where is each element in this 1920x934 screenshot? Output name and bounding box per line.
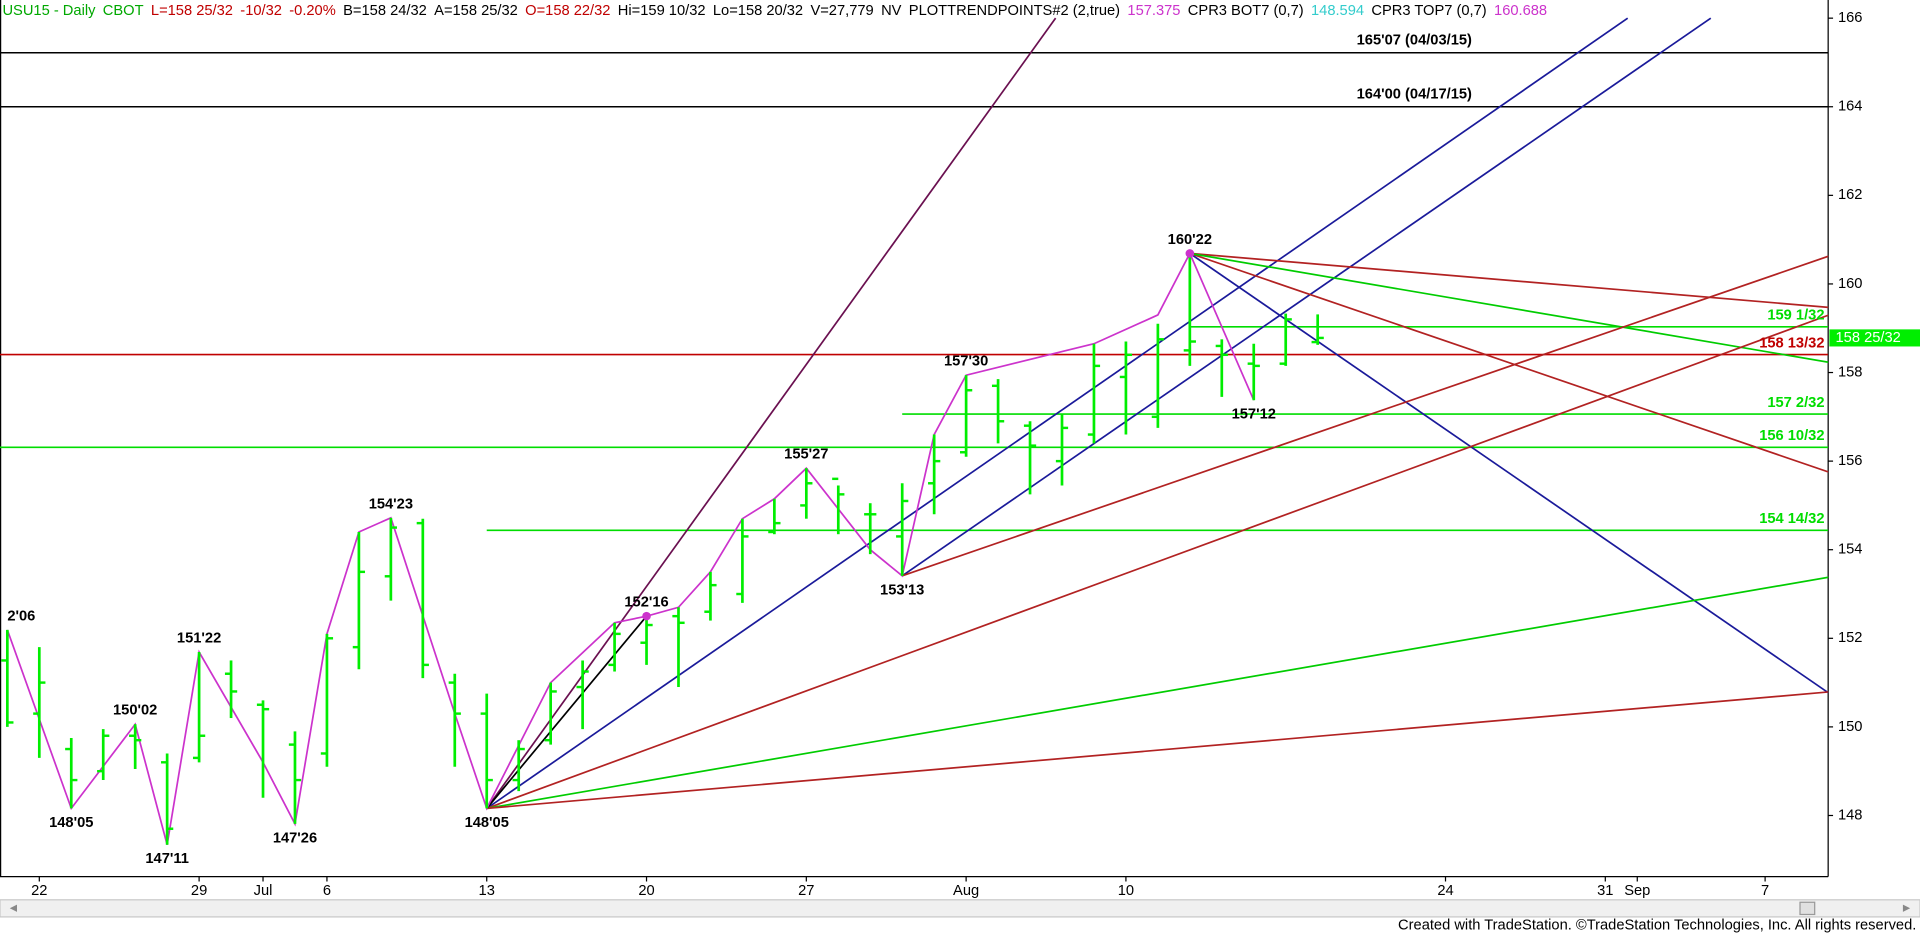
pivot-label: 160'22	[1168, 232, 1212, 248]
x-tick-label: 24	[1437, 883, 1453, 899]
pivot-label: 157'30	[944, 354, 988, 370]
pivot-label: 154'23	[369, 496, 413, 512]
y-tick-label: 164	[1838, 99, 1863, 115]
trend-line	[1189, 252, 1829, 473]
x-tick-label: 7	[1761, 883, 1769, 899]
last-price-label: 158 25/32	[1836, 330, 1901, 346]
trend-line	[1189, 252, 1829, 694]
pivot-label: 147'26	[273, 830, 317, 846]
plot-area	[0, 17, 1829, 845]
header-field: 157.375	[1127, 3, 1180, 19]
level-label: 164'00 (04/17/15)	[1357, 86, 1472, 102]
pivot-label: 151'22	[177, 630, 221, 646]
trend-line	[1189, 252, 1829, 309]
trend-line	[1189, 252, 1829, 364]
header-field: B=158 24/32	[343, 3, 427, 19]
x-tick-label: 6	[323, 883, 331, 899]
header-field: Hi=159 10/32	[618, 3, 706, 19]
scrollbar-thumb[interactable]	[1799, 901, 1816, 916]
level-label: 159 1/32	[1767, 308, 1824, 324]
header-field: CPR3 TOP7 (0,7)	[1371, 3, 1486, 19]
x-tick-label: 22	[31, 883, 47, 899]
header-field: USU15 - Daily	[2, 3, 96, 19]
level-label: 156 10/32	[1759, 428, 1824, 444]
footer: Created with TradeStation. ©TradeStation…	[1398, 917, 1916, 933]
level-label: 165'07 (04/03/15)	[1357, 32, 1472, 48]
y-tick-label: 156	[1838, 453, 1863, 469]
y-tick-label: 148	[1838, 807, 1863, 823]
header-field: A=158 25/32	[434, 3, 518, 19]
header-field: 148.594	[1311, 3, 1364, 19]
pivot-label: 150'02	[113, 703, 157, 719]
x-tick-label: 29	[191, 883, 207, 899]
level-label: 158 13/32	[1759, 335, 1824, 351]
pivot-dot	[642, 611, 651, 621]
header-field: V=27,779	[810, 3, 873, 19]
pivot-label: 148'05	[49, 815, 93, 831]
pivot-label: 155'27	[784, 447, 828, 463]
x-tick-label: 10	[1118, 883, 1134, 899]
pivot-label: 147'11	[145, 851, 189, 867]
y-tick-label: 152	[1838, 630, 1863, 646]
header-field: CBOT	[103, 3, 144, 19]
x-tick-label: 31	[1597, 883, 1613, 899]
header-field: Lo=158 20/32	[713, 3, 803, 19]
pivot-label: 152'16	[624, 595, 668, 611]
x-tick-label: 13	[479, 883, 495, 899]
header-field: 160.688	[1494, 3, 1547, 19]
header-field: PLOTTRENDPOINTS#2 (2,true)	[909, 3, 1120, 19]
level-label: 157 2/32	[1767, 395, 1824, 411]
last-price-box	[1829, 329, 1920, 347]
trend-line	[486, 615, 648, 809]
header-field: O=158 22/32	[525, 3, 610, 19]
scrollbar-track	[0, 899, 1920, 918]
trend-line	[486, 17, 1629, 810]
x-tick-label: 27	[798, 883, 814, 899]
y-tick-label: 150	[1838, 719, 1863, 735]
header-field: -10/32	[240, 3, 282, 19]
scroll-left-arrow[interactable]: ◂	[10, 900, 18, 916]
pivot-label: 153'13	[880, 582, 924, 598]
header-field: NV	[881, 3, 902, 19]
x-tick-label: 20	[638, 883, 654, 899]
y-tick-label: 166	[1838, 10, 1863, 26]
y-tick-label: 158	[1838, 364, 1863, 380]
header-field: CPR3 BOT7 (0,7)	[1188, 3, 1304, 19]
y-tick-label: 154	[1838, 542, 1863, 558]
pivot-label: 2'06	[7, 608, 35, 624]
trend-line	[901, 255, 1829, 577]
level-label: 154 14/32	[1759, 511, 1824, 527]
header-field: -0.20%	[289, 3, 336, 19]
x-tick-label: Jul	[254, 883, 273, 899]
pivot-label: 157'12	[1232, 407, 1276, 423]
y-tick-label: 162	[1838, 187, 1863, 203]
y-tick-label: 160	[1838, 276, 1863, 292]
trend-line	[486, 576, 1829, 810]
trend-line	[901, 17, 1712, 577]
trend-line	[486, 314, 1829, 810]
pivot-label: 148'05	[465, 815, 509, 831]
scroll-right-arrow[interactable]: ▸	[1903, 900, 1911, 916]
x-tick-label: Sep	[1624, 883, 1650, 899]
trend-line	[486, 691, 1829, 810]
header: USU15 - Daily CBOT L=158 25/32 -10/32 -0.20%…	[2, 3, 1547, 19]
pivot-dot	[1185, 249, 1195, 258]
x-tick-label: Aug	[953, 883, 979, 899]
header-field: L=158 25/32	[151, 3, 233, 19]
